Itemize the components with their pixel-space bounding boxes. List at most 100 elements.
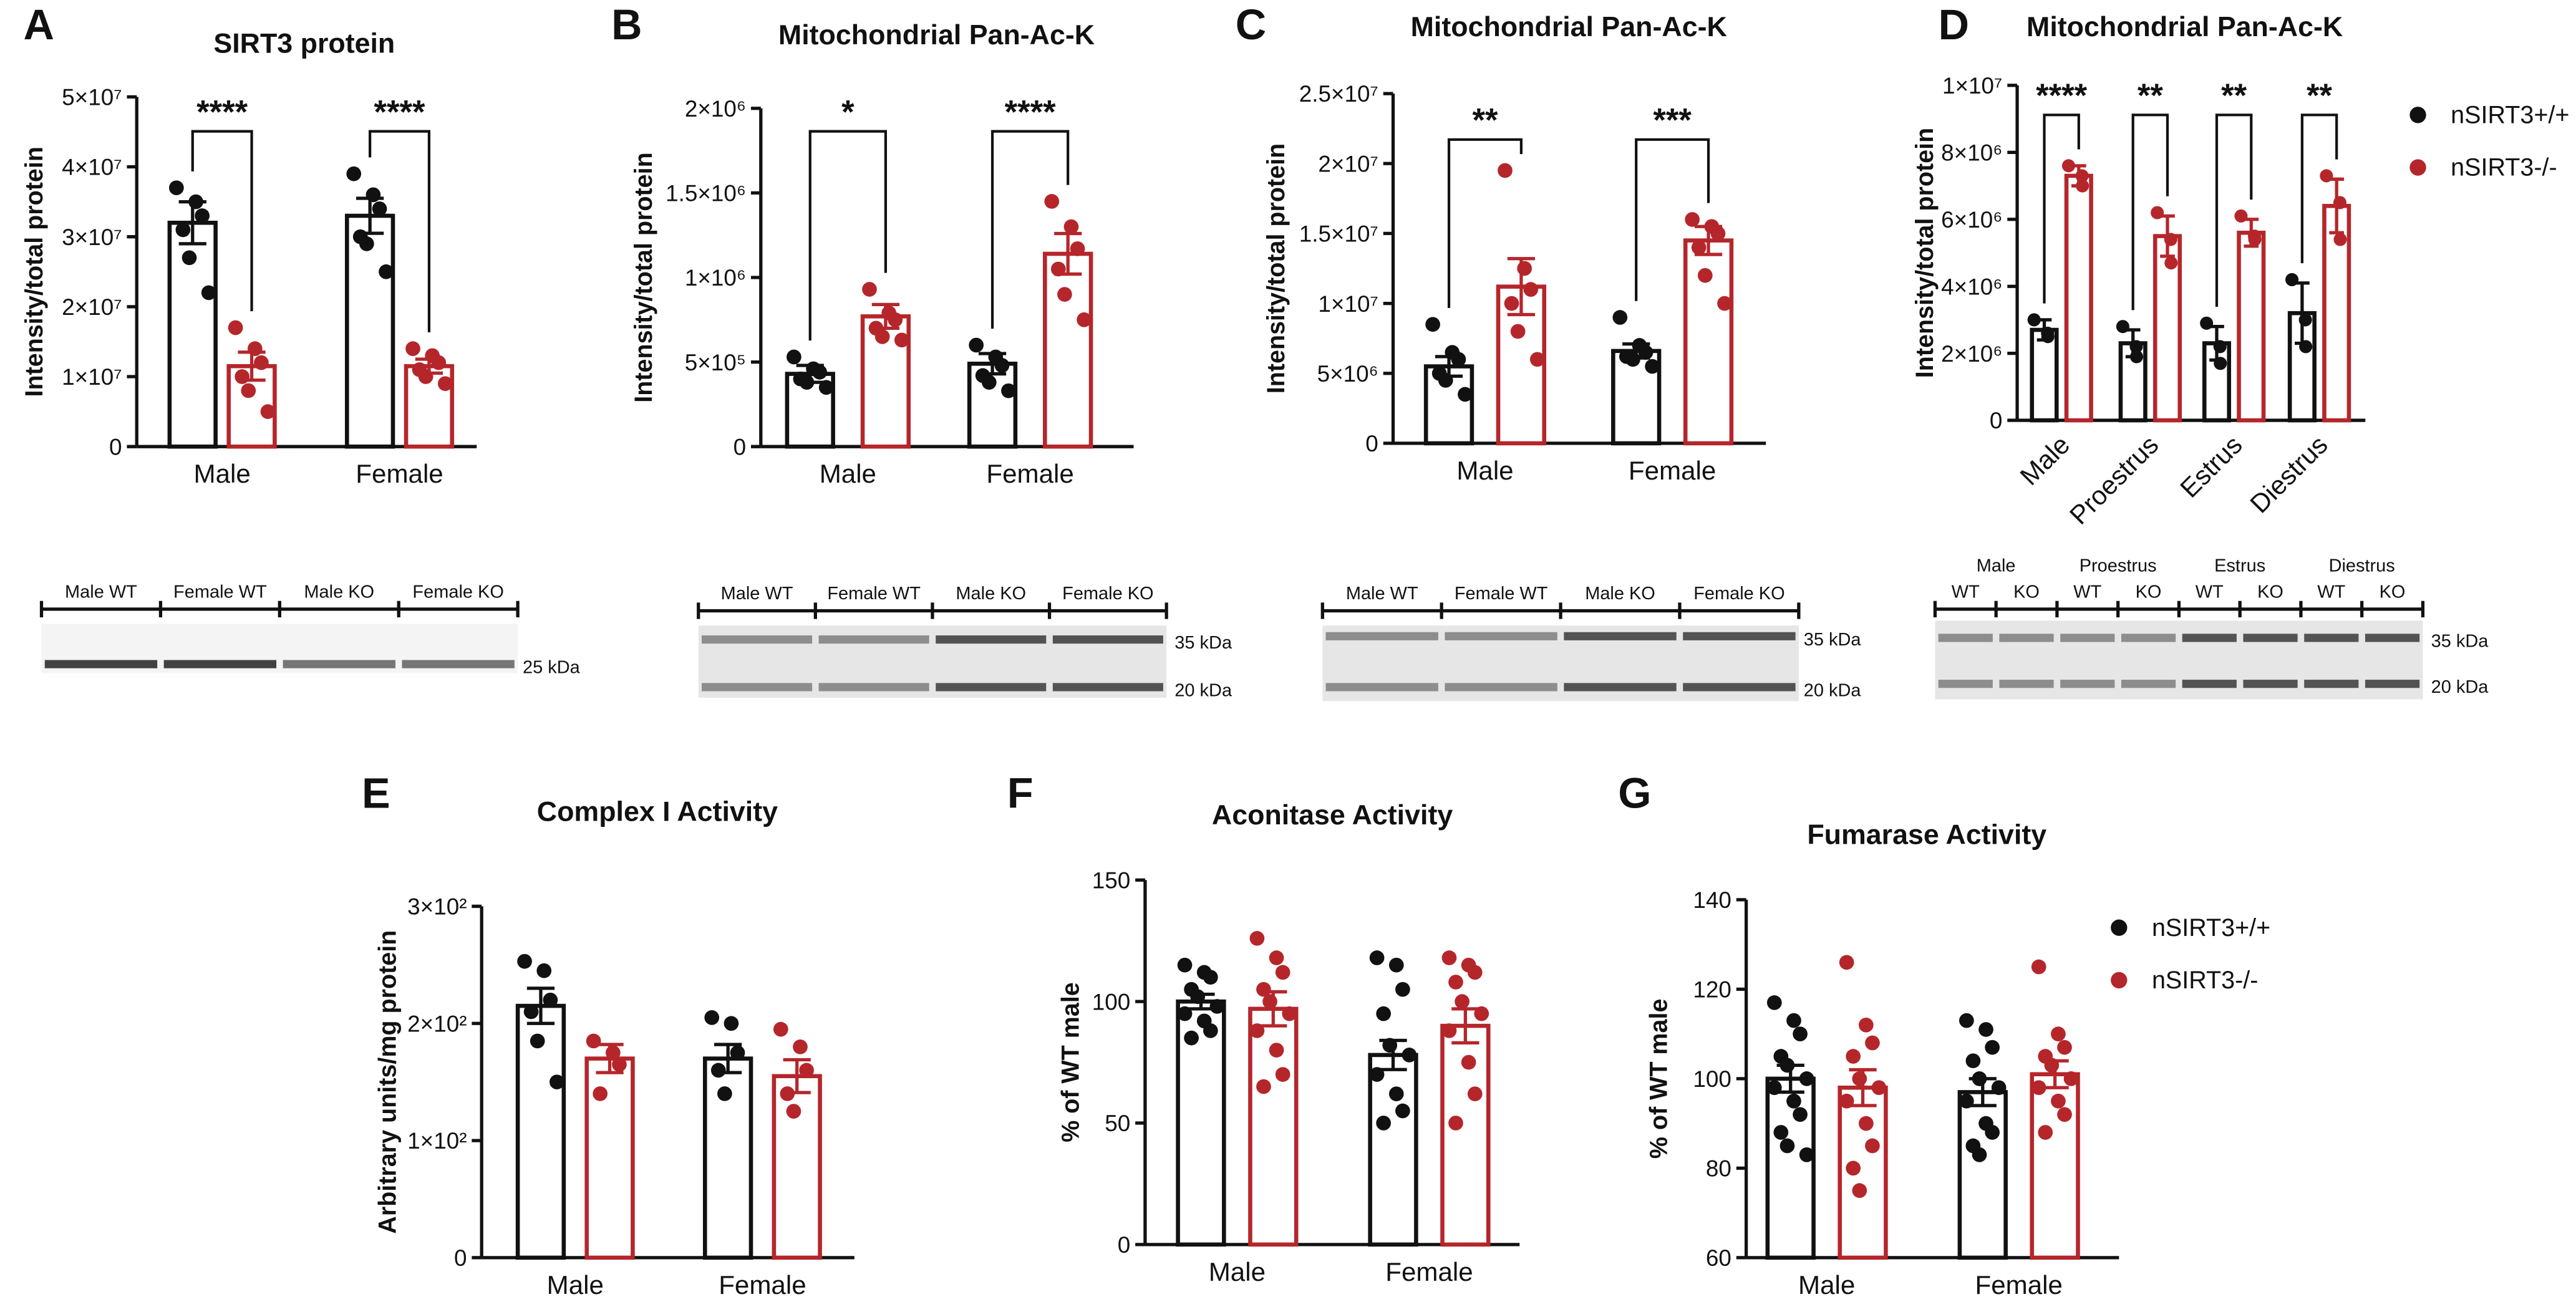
legend-label: nSIRT3+/+	[2451, 101, 2569, 128]
significance-label: ****	[2036, 77, 2087, 114]
significance-bracket	[1447, 138, 1523, 308]
data-point	[605, 1045, 621, 1061]
blot-band	[2182, 634, 2237, 642]
data-point	[2200, 316, 2214, 330]
data-point	[1517, 261, 1533, 276]
significance-bracket	[2131, 113, 2169, 311]
blot-marker: 35 kDa	[1804, 630, 1862, 650]
x-tick-label: Male	[1798, 1270, 1855, 1300]
data-point	[1779, 1058, 1795, 1073]
chart-title: SIRT3 protein	[213, 27, 395, 59]
data-point	[175, 222, 191, 238]
panel-letter: D	[1939, 1, 1969, 49]
data-point	[1529, 352, 1545, 367]
data-point	[247, 341, 263, 357]
data-point	[2116, 320, 2129, 334]
bar	[1368, 1053, 1418, 1247]
data-point	[2031, 1080, 2046, 1096]
blot-band	[936, 635, 1047, 644]
data-point	[1965, 1053, 1981, 1069]
chart-title: Mitochondrial Pan-Ac-K	[1411, 11, 1727, 42]
data-point	[1972, 1071, 1987, 1086]
data-point	[981, 375, 997, 390]
data-point	[1458, 387, 1473, 402]
data-point	[1691, 240, 1707, 255]
blot-band	[1052, 683, 1163, 692]
blot-band	[2060, 634, 2115, 642]
data-point	[1972, 1147, 1987, 1162]
blot-band	[1325, 632, 1438, 640]
data-point	[1275, 965, 1290, 980]
y-tick-label: 3×10²	[407, 894, 467, 920]
data-point	[260, 404, 276, 419]
legend-marker	[2409, 159, 2426, 176]
y-tick-label: 2×10⁶	[1941, 341, 2002, 367]
significance-bracket	[369, 130, 431, 332]
blot-lane-label: WT	[2317, 582, 2345, 602]
error-bar	[1451, 1007, 1479, 1045]
blot-band	[2121, 680, 2176, 688]
blot-band	[1325, 683, 1438, 692]
y-tick-label: 2.5×10⁷	[1299, 81, 1378, 107]
significance-bracket	[191, 130, 253, 312]
data-point	[1959, 1013, 1974, 1028]
y-axis-label: Intensity/total protein	[1911, 128, 1939, 378]
data-point	[1425, 317, 1440, 332]
blot-band	[1564, 683, 1677, 692]
x-tick-label: Female	[1975, 1270, 2062, 1300]
data-point	[431, 355, 447, 370]
data-point	[2051, 1026, 2066, 1042]
data-point	[1985, 1039, 2000, 1055]
data-point	[1799, 1071, 1814, 1086]
data-point	[1448, 1116, 1463, 1131]
data-point	[523, 1004, 539, 1020]
data-point	[1858, 1116, 1874, 1131]
chart-title: Mitochondrial Pan-Ac-K	[778, 19, 1095, 51]
data-point	[1057, 287, 1072, 302]
data-point	[862, 282, 877, 297]
data-point	[1474, 1006, 1489, 1021]
data-point	[2333, 196, 2346, 210]
data-point	[195, 208, 210, 223]
blot-band	[283, 660, 395, 668]
blot-band	[2121, 634, 2176, 642]
bar	[772, 1074, 822, 1260]
y-tick-label: 0	[109, 434, 122, 460]
blot-band	[1999, 680, 2054, 688]
blot-lane-label: Female WT	[827, 584, 921, 604]
y-tick-label: 1×10⁷	[62, 364, 122, 390]
data-point	[2057, 1039, 2072, 1055]
y-axis-label: Intensity/total protein	[21, 147, 48, 397]
data-point	[1467, 1086, 1483, 1102]
data-point	[1438, 373, 1453, 388]
data-point	[1766, 995, 1782, 1010]
y-tick-label: 4×10⁶	[1941, 274, 2002, 299]
data-point	[2129, 350, 2144, 364]
blot-band	[1445, 632, 1557, 640]
y-tick-label: 8×10⁶	[1941, 140, 2002, 166]
blot-band	[2243, 634, 2298, 642]
data-point	[543, 992, 558, 1008]
x-tick-label: Female	[986, 459, 1073, 488]
chart-title: Mitochondrial Pan-Ac-K	[2026, 11, 2343, 42]
data-point	[1269, 1043, 1284, 1058]
y-tick-label: 5×10⁵	[685, 350, 746, 375]
significance-bracket	[1635, 138, 1710, 301]
data-point	[1786, 1013, 1801, 1028]
data-point	[888, 312, 903, 327]
data-point	[188, 194, 203, 210]
blot-marker: 20 kDa	[2431, 677, 2489, 697]
data-point	[2320, 169, 2333, 183]
blot-marker: 20 kDa	[1804, 680, 1862, 700]
data-point	[2151, 206, 2164, 219]
y-tick-label: 4×10⁷	[62, 155, 122, 180]
bar	[1043, 251, 1093, 449]
blot-band	[2182, 680, 2237, 688]
data-point	[1852, 1183, 1867, 1198]
data-point	[724, 1016, 739, 1031]
blot-marker: 20 kDa	[1174, 680, 1232, 700]
blot-band	[1938, 634, 1993, 642]
blot-band	[1564, 632, 1677, 640]
data-point	[379, 264, 394, 279]
